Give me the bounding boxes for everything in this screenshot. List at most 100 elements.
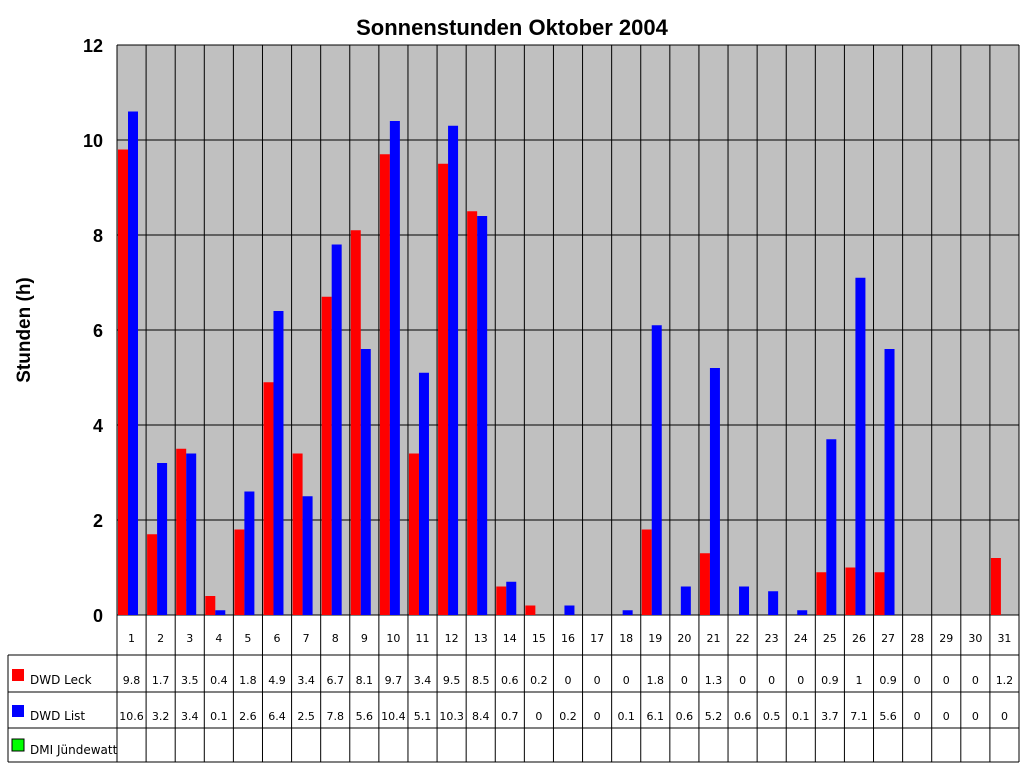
y-tick-label: 4 (93, 416, 103, 436)
legend-label: DWD Leck (30, 673, 92, 687)
x-tick-label: 20 (677, 632, 691, 645)
x-tick-label: 12 (445, 632, 459, 645)
table-value: 1.7 (152, 674, 170, 687)
bar-dwd-leck (845, 567, 856, 615)
bar-dwd-list (418, 372, 429, 615)
table-value: 0.9 (879, 674, 897, 687)
table-value: 0 (594, 710, 601, 723)
bar-dwd-list (564, 605, 575, 615)
bar-dwd-leck (234, 529, 245, 615)
bar-dwd-list (128, 111, 138, 615)
x-tick-label: 2 (157, 632, 164, 645)
bar-dwd-list (680, 586, 691, 615)
table-value: 0.9 (821, 674, 839, 687)
y-tick-label: 0 (93, 606, 103, 626)
table-value: 9.8 (123, 674, 141, 687)
y-tick-label: 2 (93, 511, 103, 531)
bar-dwd-list (709, 368, 720, 615)
bar-dwd-leck (321, 296, 332, 615)
bar-dwd-list (768, 591, 779, 615)
table-value: 5.1 (414, 710, 432, 723)
bar-dwd-leck (118, 149, 128, 615)
table-value: 0.1 (210, 710, 228, 723)
table-value: 10.6 (119, 710, 144, 723)
table-value: 1.8 (647, 674, 665, 687)
y-tick-label: 10 (83, 131, 103, 151)
table-value: 9.5 (443, 674, 461, 687)
x-tick-label: 14 (503, 632, 517, 645)
bar-dwd-list (739, 586, 750, 615)
table-value: 2.6 (239, 710, 257, 723)
x-tick-label: 7 (303, 632, 310, 645)
x-tick-label: 3 (186, 632, 193, 645)
x-tick-label: 21 (706, 632, 720, 645)
legend-label: DWD List (30, 709, 85, 723)
y-tick-label: 12 (83, 36, 103, 56)
table-value: 3.2 (152, 710, 170, 723)
bar-dwd-leck (147, 534, 158, 615)
bar-dwd-leck (263, 382, 274, 615)
x-tick-label: 29 (939, 632, 953, 645)
x-tick-label: 25 (823, 632, 837, 645)
x-tick-label: 27 (881, 632, 895, 645)
table-value: 7.1 (850, 710, 868, 723)
table-value: 0 (739, 674, 746, 687)
table-value: 0 (535, 710, 542, 723)
bar-dwd-list (215, 610, 226, 615)
table-value: 1.3 (705, 674, 723, 687)
x-tick-label: 10 (386, 632, 400, 645)
table-value: 0.6 (501, 674, 519, 687)
table-value: 0 (681, 674, 688, 687)
x-tick-label: 11 (416, 632, 430, 645)
bar-dwd-leck (292, 453, 303, 615)
table-value: 0 (594, 674, 601, 687)
x-tick-label: 17 (590, 632, 604, 645)
bar-dwd-list (506, 581, 517, 615)
x-tick-label: 13 (474, 632, 488, 645)
bar-dwd-leck (350, 230, 361, 615)
x-tick-label: 26 (852, 632, 866, 645)
table-value: 0.6 (734, 710, 752, 723)
bar-dwd-list (389, 121, 400, 615)
bar-dwd-leck (408, 453, 419, 615)
bar-dwd-list (651, 325, 662, 615)
table-value: 5.6 (356, 710, 374, 723)
x-tick-label: 28 (910, 632, 924, 645)
table-value: 3.4 (181, 710, 199, 723)
bar-dwd-leck (438, 163, 449, 615)
bar-dwd-leck (467, 211, 478, 615)
x-tick-label: 8 (332, 632, 339, 645)
bar-dwd-leck (641, 529, 652, 615)
bar-dwd-list (244, 491, 255, 615)
chart-title: Sonnenstunden Oktober 2004 (356, 15, 668, 40)
table-value: 8.5 (472, 674, 490, 687)
bar-dwd-list (622, 610, 633, 615)
table-value: 10.4 (381, 710, 406, 723)
bar-dwd-list (157, 463, 168, 615)
y-axis-label: Stunden (h) (14, 277, 35, 383)
bar-dwd-list (448, 125, 459, 615)
table-value: 3.4 (297, 674, 315, 687)
x-tick-label: 19 (648, 632, 662, 645)
table-value: 0 (914, 710, 921, 723)
table-value: 0 (943, 710, 950, 723)
bar-dwd-leck (205, 596, 216, 615)
table-value: 3.4 (414, 674, 432, 687)
table-value: 6.4 (268, 710, 286, 723)
bar-dwd-leck (874, 572, 885, 615)
table-value: 0 (1001, 710, 1008, 723)
x-tick-label: 1 (128, 632, 135, 645)
table-value: 2.5 (297, 710, 315, 723)
x-tick-label: 5 (244, 632, 251, 645)
table-value: 0.2 (530, 674, 548, 687)
bar-dwd-leck (496, 586, 507, 615)
table-value: 7.8 (326, 710, 344, 723)
table-value: 10.3 (439, 710, 464, 723)
table-value: 6.7 (326, 674, 344, 687)
table-value: 8.1 (356, 674, 374, 687)
table-value: 0 (943, 674, 950, 687)
bar-dwd-list (884, 349, 895, 615)
bar-dwd-list (186, 453, 197, 615)
bar-dwd-list (797, 610, 808, 615)
